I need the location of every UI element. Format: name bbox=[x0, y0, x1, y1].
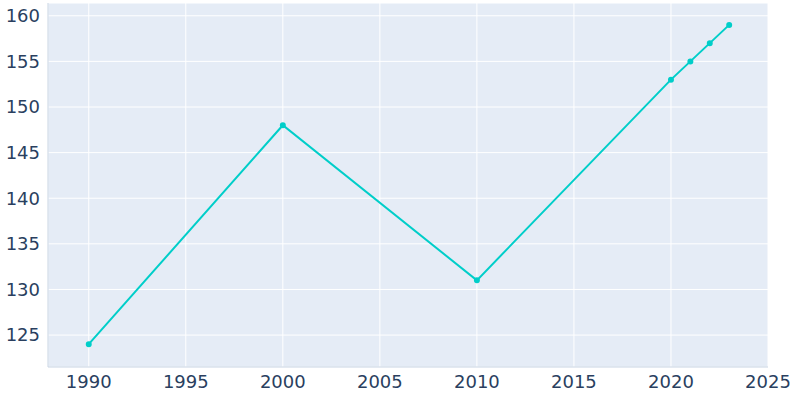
svg-text:2005: 2005 bbox=[357, 371, 403, 392]
svg-text:145: 145 bbox=[8, 142, 40, 163]
svg-text:2010: 2010 bbox=[454, 371, 500, 392]
svg-text:1990: 1990 bbox=[66, 371, 112, 392]
svg-text:1995: 1995 bbox=[163, 371, 209, 392]
svg-text:140: 140 bbox=[8, 188, 40, 209]
svg-text:125: 125 bbox=[8, 324, 40, 345]
svg-text:160: 160 bbox=[8, 5, 40, 26]
svg-text:155: 155 bbox=[8, 51, 40, 72]
svg-text:130: 130 bbox=[8, 279, 40, 300]
svg-text:2000: 2000 bbox=[260, 371, 306, 392]
svg-text:2015: 2015 bbox=[551, 371, 597, 392]
svg-text:135: 135 bbox=[8, 233, 40, 254]
svg-text:150: 150 bbox=[8, 96, 40, 117]
svg-text:2020: 2020 bbox=[648, 371, 694, 392]
svg-text:2025: 2025 bbox=[745, 371, 791, 392]
